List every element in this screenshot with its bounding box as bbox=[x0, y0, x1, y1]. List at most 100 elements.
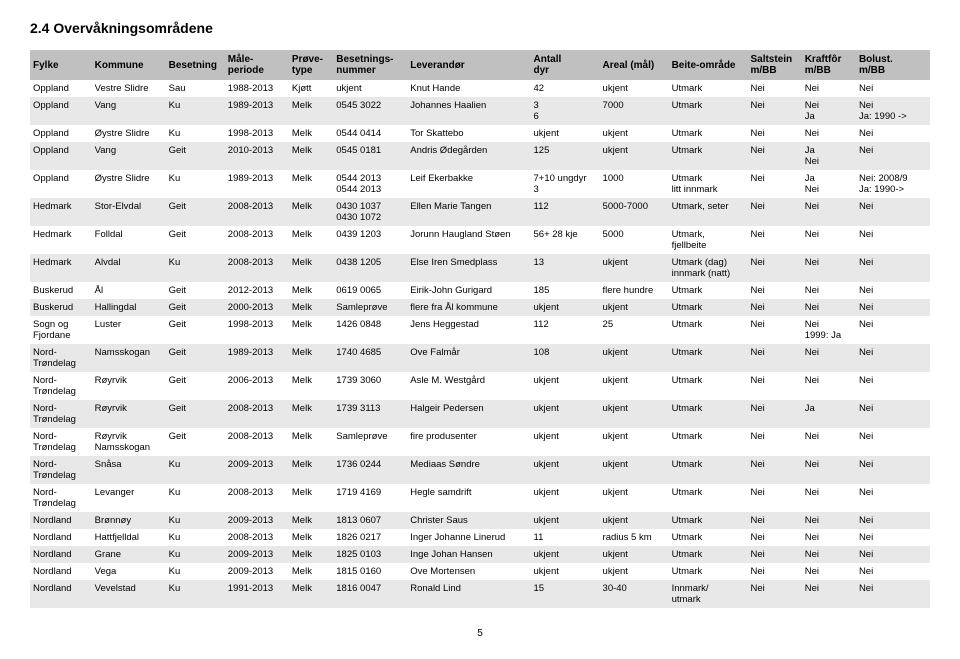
table-cell: Innmark/utmark bbox=[669, 580, 748, 608]
table-cell: Namsskogan bbox=[92, 344, 166, 372]
table-cell: Melk bbox=[289, 529, 333, 546]
table-cell: Oppland bbox=[30, 97, 92, 125]
table-cell: 1989-2013 bbox=[225, 97, 289, 125]
table-cell: Knut Hande bbox=[407, 80, 530, 97]
table-cell: Melk bbox=[289, 428, 333, 456]
table-row: Nord-TrøndelagSnåsaKu2009-2013Melk1736 0… bbox=[30, 456, 930, 484]
table-cell: Melk bbox=[289, 282, 333, 299]
table-cell: Utmark, seter bbox=[669, 198, 748, 226]
table-cell: 0544 0414 bbox=[333, 125, 407, 142]
table-cell: ukjent bbox=[600, 254, 669, 282]
table-cell: Melk bbox=[289, 170, 333, 198]
table-cell: Melk bbox=[289, 226, 333, 254]
table-cell: Nordland bbox=[30, 529, 92, 546]
table-cell: Ku bbox=[166, 170, 225, 198]
table-cell: ukjent bbox=[600, 344, 669, 372]
table-cell: 2009-2013 bbox=[225, 512, 289, 529]
table-cell: Levanger bbox=[92, 484, 166, 512]
table-cell: Stor-Elvdal bbox=[92, 198, 166, 226]
table-cell: 7000 bbox=[600, 97, 669, 125]
table-row: HedmarkFolldalGeit2008-2013Melk0439 1203… bbox=[30, 226, 930, 254]
table-cell: 185 bbox=[531, 282, 600, 299]
col-provetype: Prøve-type bbox=[289, 50, 333, 80]
table-cell: 1000 bbox=[600, 170, 669, 198]
table-cell: Vang bbox=[92, 142, 166, 170]
table-cell: 0439 1203 bbox=[333, 226, 407, 254]
col-besetning: Besetning bbox=[166, 50, 225, 80]
table-cell: Jorunn Haugland Støen bbox=[407, 226, 530, 254]
table-row: NordlandVevelstadKu1991-2013Melk1816 004… bbox=[30, 580, 930, 608]
table-cell: 7+10 ungdyr3 bbox=[531, 170, 600, 198]
table-cell: Nordland bbox=[30, 512, 92, 529]
table-cell: Brønnøy bbox=[92, 512, 166, 529]
table-cell: Hegle samdrift bbox=[407, 484, 530, 512]
table-cell: 1989-2013 bbox=[225, 344, 289, 372]
table-cell: Tor Skattebo bbox=[407, 125, 530, 142]
table-cell: Kjøtt bbox=[289, 80, 333, 97]
table-cell: Nei bbox=[856, 372, 930, 400]
table-cell: 1826 0217 bbox=[333, 529, 407, 546]
table-cell: Hedmark bbox=[30, 198, 92, 226]
table-cell: Oppland bbox=[30, 170, 92, 198]
table-cell: ukjent bbox=[600, 125, 669, 142]
table-cell: Vestre Slidre bbox=[92, 80, 166, 97]
table-cell: Utmark bbox=[669, 142, 748, 170]
table-cell: Utmark (dag)innmark (natt) bbox=[669, 254, 748, 282]
table-cell: 25 bbox=[600, 316, 669, 344]
table-cell: Utmark bbox=[669, 529, 748, 546]
table-cell: Nei bbox=[856, 456, 930, 484]
table-cell: 2008-2013 bbox=[225, 484, 289, 512]
table-cell: Nei bbox=[856, 254, 930, 282]
table-cell: Nei bbox=[747, 563, 801, 580]
table-cell: Nei bbox=[856, 299, 930, 316]
table-cell: Nei bbox=[856, 226, 930, 254]
table-cell: Sogn ogFjordane bbox=[30, 316, 92, 344]
table-cell: Nei bbox=[747, 512, 801, 529]
table-cell: 0545 0181 bbox=[333, 142, 407, 170]
table-cell: Nei bbox=[747, 226, 801, 254]
table-cell: Nei bbox=[802, 198, 856, 226]
table-row: OpplandØystre SlidreKu1998-2013Melk0544 … bbox=[30, 125, 930, 142]
table-cell: 108 bbox=[531, 344, 600, 372]
table-cell: Nei bbox=[747, 170, 801, 198]
table-cell: NeiJa bbox=[802, 97, 856, 125]
table-cell: Nei bbox=[802, 226, 856, 254]
table-cell: Utmark bbox=[669, 484, 748, 512]
table-cell: Nei bbox=[747, 580, 801, 608]
table-cell: ukjent bbox=[600, 299, 669, 316]
table-cell: Ja bbox=[802, 400, 856, 428]
table-cell: Melk bbox=[289, 299, 333, 316]
table-row: HedmarkStor-ElvdalGeit2008-2013Melk0430 … bbox=[30, 198, 930, 226]
table-cell: ukjent bbox=[600, 512, 669, 529]
table-cell: Nei bbox=[856, 125, 930, 142]
table-cell: Sau bbox=[166, 80, 225, 97]
table-cell: 2009-2013 bbox=[225, 563, 289, 580]
table-cell: Melk bbox=[289, 580, 333, 608]
table-cell: Hedmark bbox=[30, 226, 92, 254]
table-cell: Ku bbox=[166, 456, 225, 484]
table-cell: 1825 0103 bbox=[333, 546, 407, 563]
table-cell: Røyrvik bbox=[92, 372, 166, 400]
table-cell: Ellen Marie Tangen bbox=[407, 198, 530, 226]
table-cell: Nord-Trøndelag bbox=[30, 428, 92, 456]
table-header-row: Fylke Kommune Besetning Måle-periode Prø… bbox=[30, 50, 930, 80]
table-cell: 1736 0244 bbox=[333, 456, 407, 484]
table-cell: Melk bbox=[289, 456, 333, 484]
table-cell: Nei bbox=[802, 546, 856, 563]
table-body: OpplandVestre SlidreSau1988-2013Kjøttukj… bbox=[30, 80, 930, 608]
table-cell: 1991-2013 bbox=[225, 580, 289, 608]
table-cell: Nei: 2008/9Ja: 1990-> bbox=[856, 170, 930, 198]
table-cell: Nei bbox=[747, 316, 801, 344]
table-cell: ukjent bbox=[531, 125, 600, 142]
table-cell: Nord-Trøndelag bbox=[30, 456, 92, 484]
table-cell: Nei bbox=[747, 282, 801, 299]
table-cell: Nei bbox=[802, 484, 856, 512]
table-cell: Nei bbox=[747, 198, 801, 226]
table-cell: Ove Mortensen bbox=[407, 563, 530, 580]
table-cell: Leif Ekerbakke bbox=[407, 170, 530, 198]
table-cell: flere hundre bbox=[600, 282, 669, 299]
table-cell: Geit bbox=[166, 344, 225, 372]
table-cell: Asle M. Westgård bbox=[407, 372, 530, 400]
table-cell: 2009-2013 bbox=[225, 456, 289, 484]
table-cell: Nei bbox=[802, 580, 856, 608]
